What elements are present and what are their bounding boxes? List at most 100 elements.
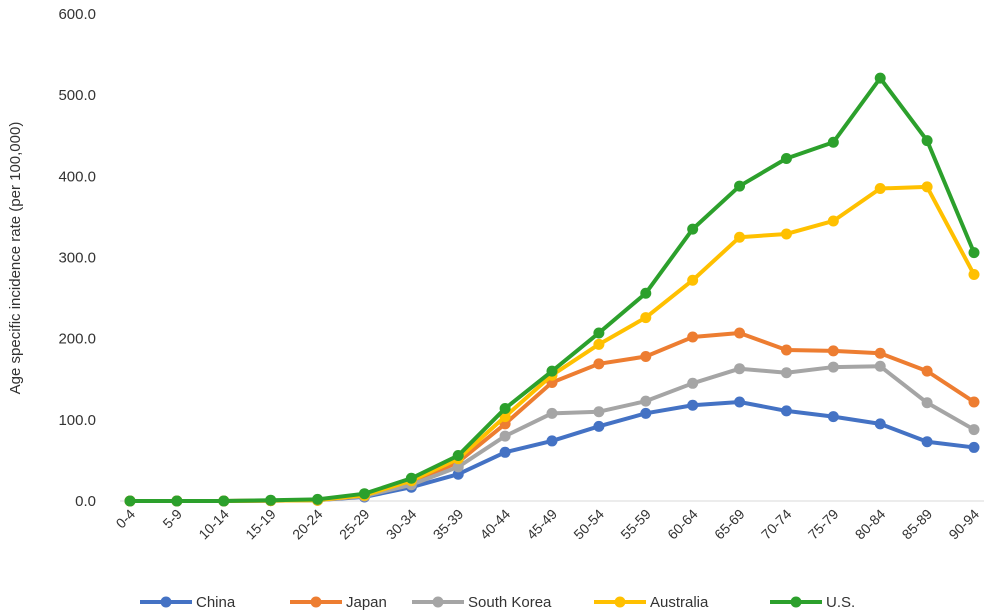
legend-item: U.S.	[770, 594, 855, 611]
x-tick-label: 75-79	[805, 506, 842, 543]
legend-swatch-marker	[790, 596, 802, 608]
x-tick-label: 15-19	[242, 506, 279, 543]
data-point	[921, 397, 933, 409]
data-point	[171, 495, 183, 507]
series-u-s-	[124, 72, 980, 507]
x-tick-label: 40-44	[477, 506, 514, 543]
data-point	[312, 493, 324, 505]
x-tick-label: 85-89	[899, 506, 936, 543]
data-point	[968, 441, 980, 453]
data-point	[921, 436, 933, 448]
data-point	[827, 215, 839, 227]
data-point	[452, 450, 464, 462]
data-point	[968, 247, 980, 259]
data-point	[734, 180, 746, 192]
legend-label: U.S.	[826, 594, 855, 611]
data-point	[827, 136, 839, 148]
data-point	[780, 405, 792, 417]
y-tick-label: 200.0	[58, 331, 96, 348]
y-axis-title-group: Age specific incidence rate (per 100,000…	[7, 122, 24, 395]
legend-item: Japan	[290, 594, 387, 611]
data-point	[687, 223, 699, 235]
legend-swatch-marker	[614, 596, 626, 608]
data-point	[593, 338, 605, 350]
x-tick-label: 50-54	[570, 506, 607, 543]
data-point	[780, 367, 792, 379]
data-point	[780, 344, 792, 356]
legend-item: South Korea	[412, 594, 552, 611]
x-tick-label: 60-64	[664, 506, 701, 543]
y-tick-label: 400.0	[58, 168, 96, 185]
data-point	[218, 495, 230, 507]
data-point	[874, 418, 886, 430]
data-point	[921, 135, 933, 147]
data-point	[452, 461, 464, 473]
legend-item: China	[140, 594, 236, 611]
data-point	[499, 446, 511, 458]
data-point	[640, 407, 652, 419]
data-point	[405, 472, 417, 484]
data-point	[874, 347, 886, 359]
legend-label: South Korea	[468, 594, 552, 611]
data-point	[734, 231, 746, 243]
data-point	[921, 181, 933, 193]
y-tick-label: 300.0	[58, 250, 96, 267]
x-tick-label: 45-49	[523, 506, 560, 543]
legend-swatch-marker	[310, 596, 322, 608]
x-tick-label: 90-94	[945, 506, 982, 543]
data-point	[499, 430, 511, 442]
data-point	[124, 495, 136, 507]
data-point	[499, 402, 511, 414]
data-point	[968, 269, 980, 281]
data-point	[640, 395, 652, 407]
data-point	[874, 360, 886, 372]
data-point	[546, 365, 558, 377]
data-point	[593, 358, 605, 370]
y-tick-label: 0.0	[75, 493, 96, 510]
data-point	[921, 365, 933, 377]
x-tick-label: 20-24	[289, 506, 326, 543]
x-tick-label: 5-9	[159, 506, 185, 532]
data-point	[734, 396, 746, 408]
data-point	[734, 327, 746, 339]
legend-swatch-marker	[160, 596, 172, 608]
legend-swatch-marker	[432, 596, 444, 608]
data-point	[593, 420, 605, 432]
y-axis-title: Age specific incidence rate (per 100,000…	[7, 122, 24, 395]
data-point	[593, 327, 605, 339]
x-tick-label: 30-34	[383, 506, 420, 543]
x-tick-label: 10-14	[195, 506, 232, 543]
y-tick-label: 500.0	[58, 87, 96, 104]
x-tick-label: 55-59	[617, 506, 654, 543]
data-point	[687, 274, 699, 286]
series-line	[128, 184, 976, 503]
data-point	[358, 488, 370, 500]
series-group	[124, 72, 980, 507]
series-australia	[124, 181, 980, 507]
x-tick-label: 70-74	[758, 506, 795, 543]
data-point	[874, 72, 886, 84]
data-point	[874, 183, 886, 195]
data-point	[968, 424, 980, 436]
data-point	[593, 406, 605, 418]
legend-label: China	[196, 594, 236, 611]
data-point	[827, 411, 839, 423]
x-tick-label: 0-4	[112, 506, 138, 532]
legend-label: Australia	[650, 594, 709, 611]
data-point	[640, 351, 652, 363]
data-point	[640, 287, 652, 299]
legend: China Japan South Korea Australia U.S.	[140, 594, 855, 611]
data-point	[780, 228, 792, 240]
data-point	[827, 345, 839, 357]
legend-item: Australia	[594, 594, 709, 611]
x-axis-ticks: 0-4 5-9 10-14 15-19 20-24 25-29 30-34 35-39 40-4…	[112, 506, 982, 543]
data-point	[640, 312, 652, 324]
x-tick-label: 25-29	[336, 506, 373, 543]
legend-label: Japan	[346, 594, 387, 611]
data-point	[968, 396, 980, 408]
y-tick-label: 600.0	[58, 6, 96, 23]
x-tick-label: 65-69	[711, 506, 748, 543]
data-point	[546, 407, 558, 419]
